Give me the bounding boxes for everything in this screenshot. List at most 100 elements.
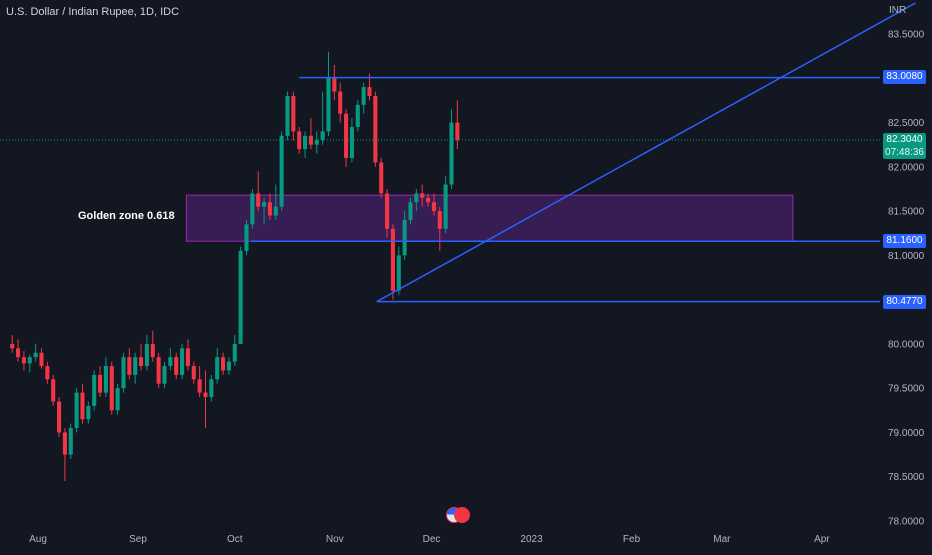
- candle: [10, 335, 15, 353]
- candle: [16, 339, 21, 362]
- countdown-timer: 07:48:36: [883, 146, 926, 159]
- candle-body: [203, 392, 208, 398]
- candle-body: [338, 91, 343, 114]
- golden-zone-box: [185, 194, 794, 242]
- candle: [396, 246, 401, 296]
- candle: [127, 348, 132, 380]
- candle-body: [45, 366, 50, 380]
- candle: [121, 352, 126, 393]
- candle: [344, 109, 349, 167]
- candle-body: [390, 228, 395, 291]
- candle-body: [256, 193, 261, 207]
- candle: [437, 206, 442, 251]
- price-tag-level-low: 80.4770: [883, 295, 926, 309]
- candle: [21, 350, 26, 371]
- time-axis[interactable]: Aug Sep Oct Nov Dec 2023 Feb Mar Apr: [29, 534, 830, 545]
- candle-body: [250, 193, 255, 225]
- candle-body: [21, 357, 26, 364]
- golden-zone-label[interactable]: Golden zone 0.618: [78, 210, 175, 222]
- candle-body: [139, 357, 144, 367]
- candle: [45, 361, 50, 384]
- y-tick-label: 81.5000: [888, 207, 925, 218]
- price-tag-current: 82.3040: [883, 133, 926, 146]
- candle: [98, 366, 103, 398]
- candle-body: [238, 250, 243, 344]
- candle: [86, 401, 91, 424]
- candle-body: [320, 131, 325, 141]
- candle-body: [385, 193, 390, 229]
- candle: [57, 397, 62, 437]
- candle: [338, 82, 343, 123]
- x-tick-label: 2023: [520, 534, 543, 545]
- candle-body: [349, 126, 354, 158]
- candle-body: [174, 357, 179, 375]
- candle: [68, 423, 73, 460]
- candle-body: [373, 95, 378, 163]
- candle: [39, 348, 44, 369]
- candle-body: [162, 366, 167, 384]
- symbol-title[interactable]: U.S. Dollar / Indian Rupee, 1D, IDC: [6, 6, 180, 18]
- candle-body: [396, 255, 401, 291]
- trend-line: [376, 2, 916, 303]
- candle-body: [344, 113, 349, 158]
- candle-body: [420, 193, 425, 198]
- candle: [250, 188, 255, 229]
- candle-body: [279, 135, 284, 207]
- candle: [215, 348, 220, 384]
- candle-body: [426, 197, 431, 203]
- candle: [197, 366, 202, 398]
- candle: [133, 352, 138, 384]
- y-tick-label: 82.5000: [888, 118, 925, 129]
- candle: [267, 193, 272, 220]
- y-tick-label: 78.0000: [888, 517, 925, 528]
- candle: [27, 354, 32, 373]
- candle: [431, 193, 436, 216]
- x-tick-label: Nov: [326, 534, 344, 545]
- candle-body: [51, 379, 56, 402]
- candle: [426, 193, 431, 207]
- y-tick-label: 79.5000: [888, 384, 925, 395]
- candle-body: [16, 348, 21, 358]
- candle-body: [449, 122, 454, 185]
- candle-body: [431, 202, 436, 212]
- candle-body: [355, 104, 360, 127]
- candle-body: [232, 343, 237, 362]
- candle: [256, 171, 261, 212]
- candle-body: [68, 428, 73, 455]
- candle-body: [414, 193, 419, 203]
- candle: [156, 352, 161, 389]
- price-axis[interactable]: 83.500083.000082.500082.000081.500081.00…: [888, 30, 925, 528]
- y-tick-label: 78.5000: [888, 472, 925, 483]
- candle: [168, 348, 173, 371]
- candle-body: [62, 432, 67, 455]
- drawing-lines-layer: [0, 2, 916, 303]
- candle: [185, 339, 190, 371]
- candle: [144, 335, 149, 371]
- candle-body: [80, 392, 85, 420]
- candle: [414, 188, 419, 212]
- candle: [262, 197, 267, 225]
- candle-body: [221, 357, 226, 371]
- candle-body: [273, 206, 278, 216]
- price-tag-level-mid: 81.1600: [883, 234, 926, 248]
- candle-body: [297, 131, 302, 150]
- candle-body: [27, 357, 32, 364]
- economic-events-icon[interactable]: [446, 507, 470, 523]
- candle: [226, 357, 231, 375]
- candle-body: [57, 401, 62, 433]
- candle: [402, 211, 407, 260]
- candle: [379, 157, 384, 198]
- candle-body: [10, 343, 15, 349]
- candle: [332, 64, 337, 101]
- candle-body: [127, 357, 132, 375]
- candle-body: [115, 388, 120, 411]
- currency-label: INR: [889, 5, 907, 16]
- candle-body: [314, 140, 319, 145]
- candle: [139, 343, 144, 371]
- candle-body: [121, 357, 126, 389]
- candle: [420, 184, 425, 207]
- candle: [150, 330, 155, 362]
- candle: [74, 388, 79, 433]
